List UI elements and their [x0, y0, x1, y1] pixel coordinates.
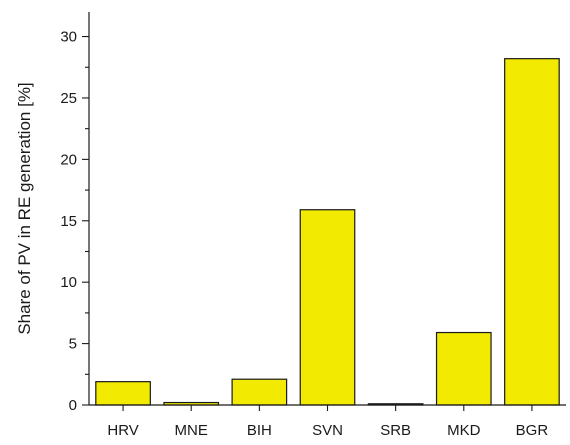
x-tick-label-svn: SVN — [312, 422, 343, 439]
x-tick-label-mkd: MKD — [447, 422, 481, 439]
y-tick-label: 0 — [69, 397, 77, 414]
x-tick-label-bih: BIH — [247, 422, 272, 439]
y-axis-title: Share of PV in RE generation [%] — [15, 82, 34, 334]
bar-bgr — [504, 58, 560, 406]
bar-mkd — [435, 331, 492, 406]
y-tick-label: 20 — [60, 151, 77, 168]
x-tick-label-bgr: BGR — [516, 422, 549, 439]
bar-svn — [299, 209, 356, 406]
y-tick-label: 5 — [69, 336, 77, 353]
x-tick-label-srb: SRB — [380, 422, 411, 439]
y-axis-ticks: 0 5 10 15 20 25 30 — [60, 29, 89, 414]
x-tick-label-mne: MNE — [175, 422, 208, 439]
y-tick-label: 30 — [60, 29, 77, 46]
bar-hrv — [95, 381, 151, 406]
y-tick-label: 10 — [60, 274, 77, 291]
bar-bih — [231, 378, 288, 406]
bars-group — [95, 58, 560, 406]
y-tick-label: 25 — [60, 90, 77, 107]
y-tick-label: 15 — [60, 213, 77, 230]
x-tick-label-hrv: HRV — [107, 422, 138, 439]
x-axis-ticks: HRV MNE BIH SVN SRB MKD BGR — [107, 405, 548, 439]
